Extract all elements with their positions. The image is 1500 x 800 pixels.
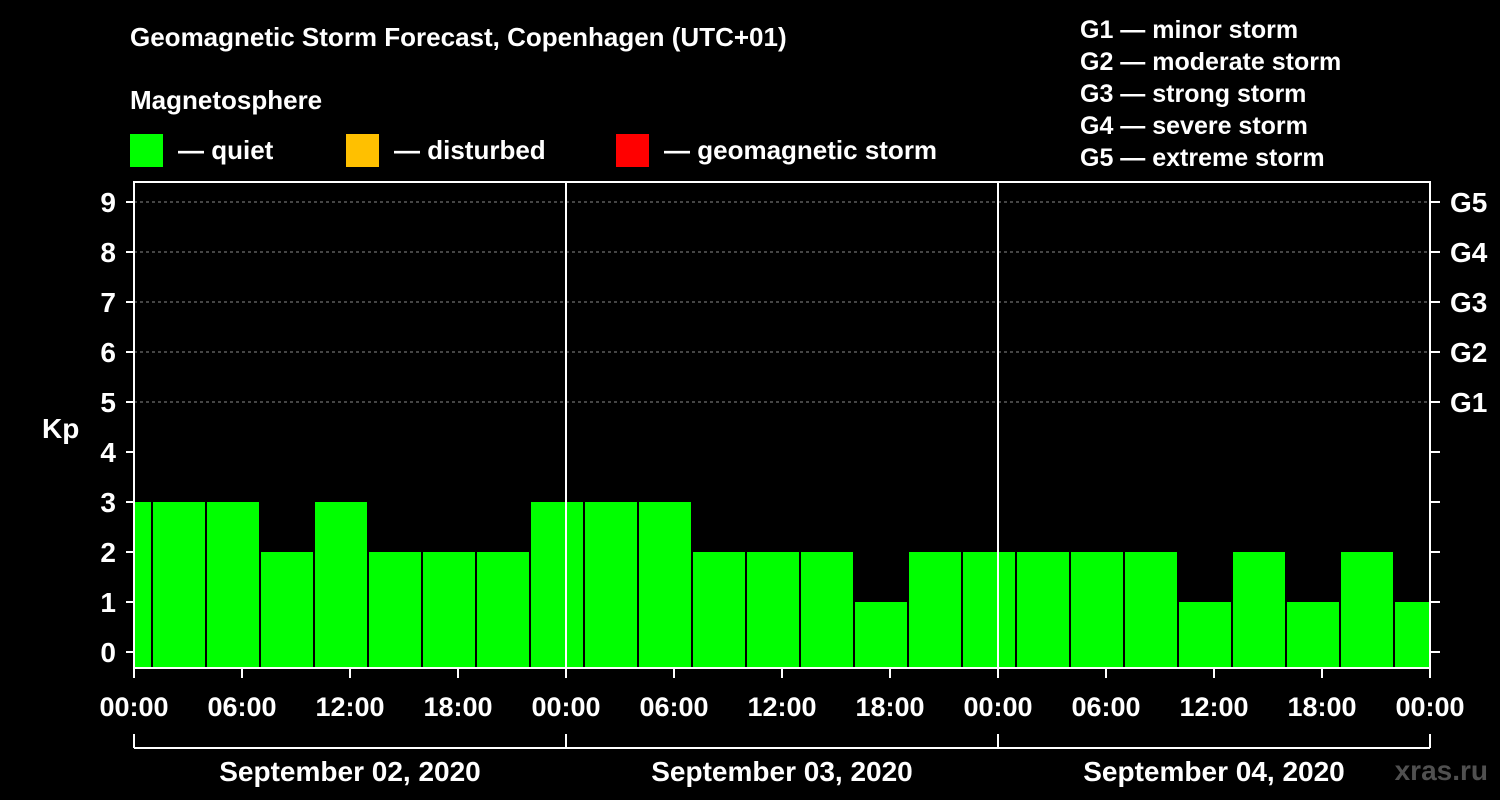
y-tick-label: 3 [100,487,116,518]
storm-scale-g5: G5 — extreme storm [1080,144,1325,172]
kp-bar [531,502,583,668]
x-tick-label: 12:00 [315,692,384,722]
x-tick-label: 00:00 [99,692,168,722]
kp-bar [585,502,637,668]
g-scale-label: G1 [1450,387,1487,418]
chart-title: Geomagnetic Storm Forecast, Copenhagen (… [130,22,787,52]
kp-bar [1233,552,1285,668]
x-tick-label: 18:00 [1287,692,1356,722]
legend-swatch-quiet [130,134,163,167]
kp-bar [261,552,313,668]
y-tick-label: 5 [100,387,116,418]
legend-swatch-disturbed [346,134,379,167]
y-tick-label: 6 [100,337,116,368]
day-label: September 02, 2020 [219,756,481,787]
kp-bar [1395,602,1429,668]
x-tick-label: 06:00 [207,692,276,722]
kp-bar [855,602,907,668]
y-tick-label: 9 [100,187,116,218]
legend-label-quiet: — quiet [178,135,274,165]
kp-bar [693,552,745,668]
y-tick-label: 8 [100,237,116,268]
g-scale-label: G5 [1450,187,1487,218]
storm-scale-g4: G4 — severe storm [1080,112,1308,140]
x-tick-label: 00:00 [963,692,1032,722]
kp-bar [639,502,691,668]
y-axis-label: Kp [42,413,79,444]
watermark: xras.ru [1394,755,1488,786]
storm-scale-legend: G1 — minor storm G2 — moderate storm G3 … [1080,14,1341,174]
x-tick-label: 00:00 [531,692,600,722]
x-tick-label: 18:00 [423,692,492,722]
g-scale-label: G3 [1450,287,1487,318]
kp-bar [801,552,853,668]
y-tick-label: 4 [100,437,116,468]
kp-bar [207,502,259,668]
kp-bar [1341,552,1393,668]
y-tick-label: 0 [100,637,116,668]
storm-scale-g3: G3 — strong storm [1080,80,1307,108]
kp-bar [963,552,1015,668]
storm-scale-g1: G1 — minor storm [1080,16,1299,44]
day-label: September 03, 2020 [651,756,913,787]
kp-bar [423,552,475,668]
legend-subtitle: Magnetosphere [130,85,323,115]
kp-bar [747,552,799,668]
kp-bar [1071,552,1123,668]
legend-label-disturbed: — disturbed [394,135,546,165]
legend-label-storm: — geomagnetic storm [664,135,938,165]
kp-bar [1125,552,1177,668]
legend-swatch-storm [616,134,649,167]
kp-bar [369,552,421,668]
kp-bar [153,502,205,668]
kp-bar [315,502,367,668]
x-tick-label: 06:00 [639,692,708,722]
kp-bar [135,502,151,668]
storm-scale-g2: G2 — moderate storm [1080,48,1342,76]
y-tick-label: 2 [100,537,116,568]
y-tick-label: 7 [100,287,116,318]
x-tick-label: 12:00 [1179,692,1248,722]
x-tick-label: 12:00 [747,692,816,722]
kp-bar [1179,602,1231,668]
kp-bar [477,552,529,668]
g-scale-label: G2 [1450,337,1487,368]
day-label: September 04, 2020 [1083,756,1345,787]
kp-bar [909,552,961,668]
g-scale-label: G4 [1450,237,1488,268]
y-tick-label: 1 [100,587,116,618]
x-tick-label: 00:00 [1395,692,1464,722]
x-tick-label: 06:00 [1071,692,1140,722]
kp-bar [1287,602,1339,668]
kp-bar [1017,552,1069,668]
x-tick-label: 18:00 [855,692,924,722]
